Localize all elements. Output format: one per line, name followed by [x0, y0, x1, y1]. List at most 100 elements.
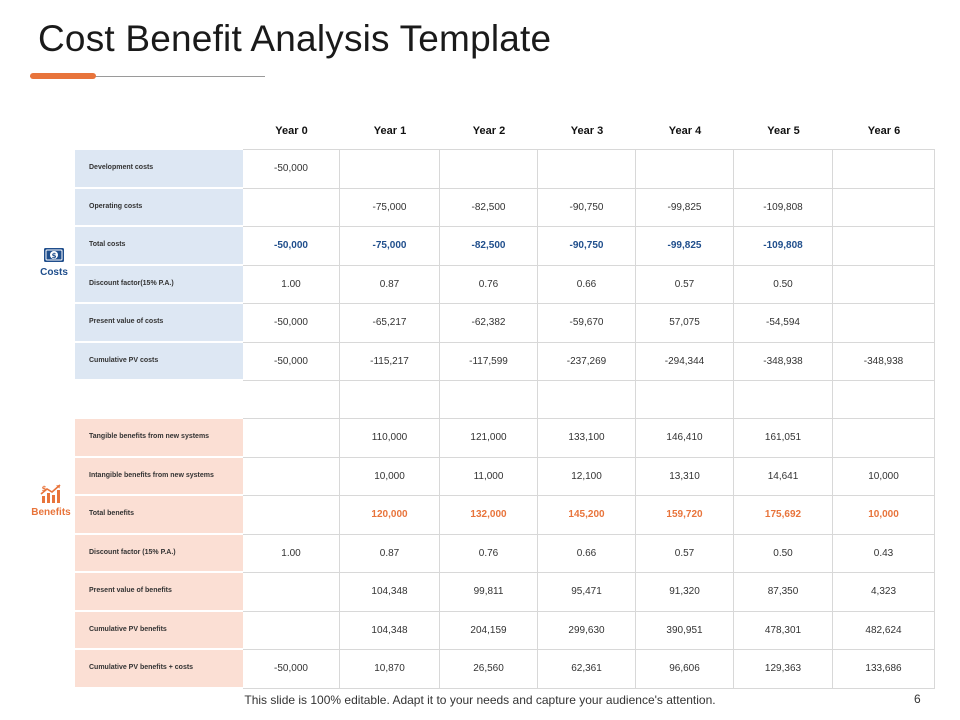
table-cell: [340, 150, 440, 189]
table-cell: [833, 419, 935, 458]
table-cell: 57,075: [636, 304, 734, 343]
table-cell: 133,686: [833, 650, 935, 689]
table-cell: [243, 573, 340, 612]
table-cell: 159,720: [636, 496, 734, 535]
growth-chart-icon: $: [40, 484, 61, 503]
table-cell: [833, 150, 935, 189]
row-label: Cumulative PV costs: [75, 342, 243, 381]
table-cell: -109,808: [734, 188, 833, 227]
row-label: Cumulative PV benefits + costs: [75, 650, 243, 689]
table-cell: [833, 265, 935, 304]
row-label: Operating costs: [75, 188, 243, 227]
table-cell: 204,159: [440, 611, 538, 650]
table-cell: 133,100: [538, 419, 636, 458]
table-cell: -237,269: [538, 342, 636, 381]
table-cell: -90,750: [538, 227, 636, 266]
table-cell: -99,825: [636, 227, 734, 266]
table-cell: [833, 188, 935, 227]
table-cell: -62,382: [440, 304, 538, 343]
table-cell: 13,310: [636, 457, 734, 496]
table-cell: 390,951: [636, 611, 734, 650]
costs-section-label: Costs: [40, 267, 68, 278]
spacer-cell: [538, 381, 636, 419]
row-label: Discount factor(15% P.A.): [75, 265, 243, 304]
table-cell: [538, 150, 636, 189]
title-accent-bar: [30, 73, 96, 79]
table-cell: 96,606: [636, 650, 734, 689]
spacer-cell: [636, 381, 734, 419]
column-header: Year 3: [538, 112, 636, 150]
table-cell: 11,000: [440, 457, 538, 496]
table-cell: [440, 150, 538, 189]
table-cell: -109,808: [734, 227, 833, 266]
table-cell: 104,348: [340, 573, 440, 612]
table-cell: 0.57: [636, 534, 734, 573]
table-cell: 110,000: [340, 419, 440, 458]
spacer-cell: [340, 381, 440, 419]
table-cell: 0.57: [636, 265, 734, 304]
slide-title: Cost Benefit Analysis Template: [38, 18, 552, 59]
spacer-cell: [243, 381, 340, 419]
table-cell: 132,000: [440, 496, 538, 535]
column-header: Year 1: [340, 112, 440, 150]
svg-text:$: $: [52, 252, 57, 260]
column-header: Year 6: [833, 112, 935, 150]
table-cell: -82,500: [440, 227, 538, 266]
table-cell: 175,692: [734, 496, 833, 535]
table-cell: -348,938: [833, 342, 935, 381]
table-cell: -117,599: [440, 342, 538, 381]
table-cell: -99,825: [636, 188, 734, 227]
table-cell: -82,500: [440, 188, 538, 227]
table-cell: -50,000: [243, 150, 340, 189]
table-cell: 478,301: [734, 611, 833, 650]
header-corner: [75, 112, 243, 150]
row-label: Discount factor (15% P.A.): [75, 534, 243, 573]
table-cell: 0.87: [340, 534, 440, 573]
table-cell: 99,811: [440, 573, 538, 612]
table-cell: [833, 227, 935, 266]
table-cell: 146,410: [636, 419, 734, 458]
table-cell: 10,000: [340, 457, 440, 496]
title-underline: [30, 76, 265, 77]
table-cell: -90,750: [538, 188, 636, 227]
row-label: Cumulative PV benefits: [75, 611, 243, 650]
table-cell: 120,000: [340, 496, 440, 535]
table-cell: [243, 496, 340, 535]
column-header: Year 2: [440, 112, 538, 150]
table-cell: -294,344: [636, 342, 734, 381]
table-cell: 0.43: [833, 534, 935, 573]
column-header: Year 5: [734, 112, 833, 150]
table-cell: 14,641: [734, 457, 833, 496]
row-label: Total benefits: [75, 496, 243, 535]
spacer-cell: [440, 381, 538, 419]
dollar-bill-icon: $: [44, 248, 64, 262]
footer-note: This slide is 100% editable. Adapt it to…: [244, 693, 716, 707]
table-cell: [833, 304, 935, 343]
table-cell: 87,350: [734, 573, 833, 612]
table-cell: 62,361: [538, 650, 636, 689]
row-label: Total costs: [75, 227, 243, 266]
table-cell: 0.76: [440, 265, 538, 304]
table-cell: 161,051: [734, 419, 833, 458]
table-cell: 10,870: [340, 650, 440, 689]
table-cell: -348,938: [734, 342, 833, 381]
table-cell: -50,000: [243, 342, 340, 381]
table-cell: [243, 457, 340, 496]
table-cell: 0.66: [538, 534, 636, 573]
table-cell: -50,000: [243, 650, 340, 689]
table-cell: [243, 611, 340, 650]
table-cell: -115,217: [340, 342, 440, 381]
table-cell: [243, 419, 340, 458]
table-cell: 1.00: [243, 265, 340, 304]
table-cell: -50,000: [243, 227, 340, 266]
svg-text:$: $: [42, 485, 47, 493]
table-cell: [734, 150, 833, 189]
table-cell: 104,348: [340, 611, 440, 650]
table-cell: 0.50: [734, 265, 833, 304]
table-cell: -65,217: [340, 304, 440, 343]
row-label: Tangible benefits from new systems: [75, 419, 243, 458]
table-cell: 145,200: [538, 496, 636, 535]
table-cell: -54,594: [734, 304, 833, 343]
cost-benefit-table: Year 0 Year 1 Year 2 Year 3 Year 4 Year 5 Year…: [75, 112, 935, 689]
table-cell: 1.00: [243, 534, 340, 573]
